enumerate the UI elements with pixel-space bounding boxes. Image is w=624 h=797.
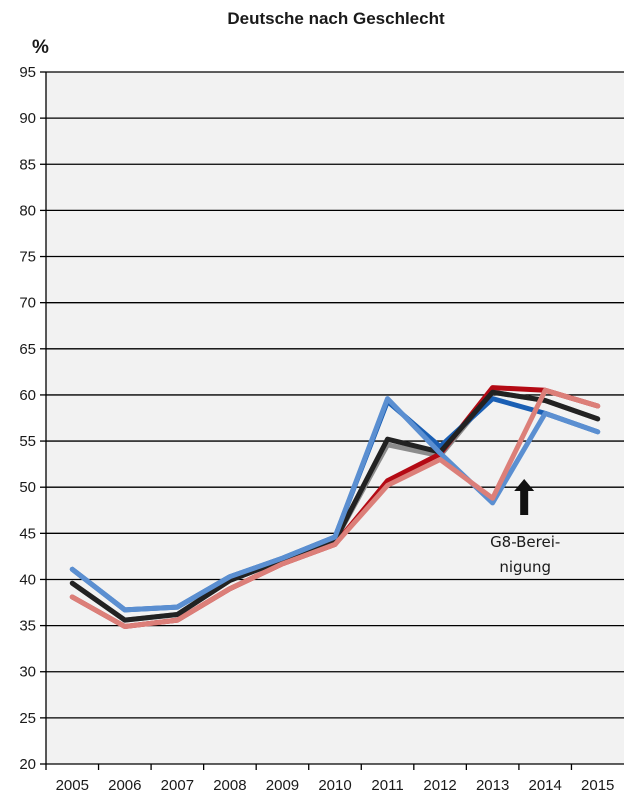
chart-title: Deutsche nach Geschlecht bbox=[227, 9, 445, 28]
y-tick-label: 45 bbox=[19, 525, 36, 542]
x-tick-label: 2012 bbox=[423, 777, 456, 794]
annotation-line-1: G8-Berei- bbox=[490, 533, 560, 551]
y-tick-label: 95 bbox=[19, 64, 36, 81]
g8-annotation: G8-Berei- nigung bbox=[490, 479, 560, 576]
plot-background bbox=[46, 72, 624, 764]
series-lines bbox=[69, 385, 601, 629]
y-tick-label: 70 bbox=[19, 295, 36, 312]
y-tick-label: 60 bbox=[19, 387, 36, 404]
x-tick-label: 2010 bbox=[318, 777, 351, 794]
y-axis-label: % bbox=[32, 37, 49, 58]
annotation-line-2: nigung bbox=[499, 558, 551, 576]
y-tick-label: 50 bbox=[19, 479, 36, 496]
y-tick-label: 85 bbox=[19, 156, 36, 173]
y-tick-label: 80 bbox=[19, 202, 36, 219]
y-axis-ticks: 20 25 30 35 40 45 50 55 60 65 70 75 80 85 90 95 bbox=[19, 64, 46, 773]
y-tick-label: 30 bbox=[19, 664, 36, 681]
x-tick-label: 2005 bbox=[56, 777, 89, 794]
x-tick-label: 2008 bbox=[213, 777, 246, 794]
y-tick-label: 40 bbox=[19, 571, 36, 588]
x-tick-label: 2013 bbox=[476, 777, 509, 794]
y-tick-label: 35 bbox=[19, 618, 36, 635]
x-tick-label: 2007 bbox=[161, 777, 194, 794]
x-tick-label: 2009 bbox=[266, 777, 299, 794]
x-axis-ticks: 2005 2006 2007 2008 2009 2010 2011 2012 2013 2014… bbox=[45, 764, 614, 794]
series-line-5 bbox=[69, 396, 601, 613]
y-tick-label: 75 bbox=[19, 249, 36, 266]
x-tick-label: 2006 bbox=[108, 777, 141, 794]
y-tick-label: 55 bbox=[19, 433, 36, 450]
y-tick-label: 90 bbox=[19, 110, 36, 127]
y-tick-label: 65 bbox=[19, 341, 36, 358]
y-tick-label: 20 bbox=[19, 756, 36, 773]
up-arrow-icon bbox=[514, 479, 535, 516]
y-tick-label: 25 bbox=[19, 710, 36, 727]
x-tick-label: 2014 bbox=[528, 777, 561, 794]
x-tick-label: 2015 bbox=[581, 777, 614, 794]
series-line-6 bbox=[69, 387, 601, 629]
x-tick-label: 2011 bbox=[371, 777, 403, 794]
